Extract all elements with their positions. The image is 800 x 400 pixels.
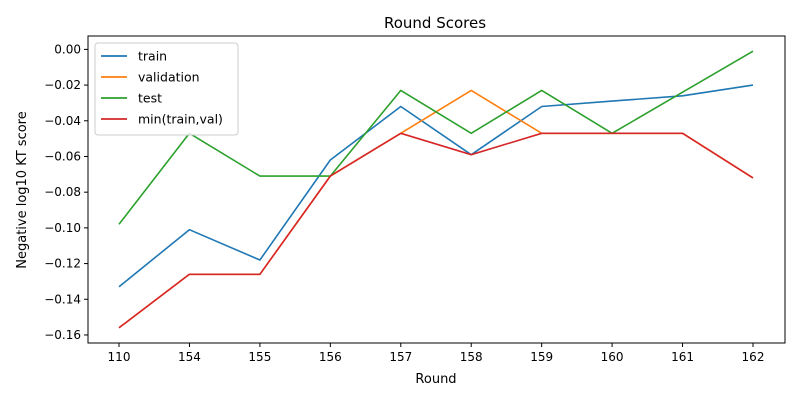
y-tick-label: −0.10 [44,221,81,235]
y-tick-label: −0.14 [44,292,81,306]
x-tick-label: 160 [601,350,624,364]
x-tick-label: 159 [530,350,553,364]
x-tick-label: 154 [178,350,201,364]
legend-label: min(train,val) [138,112,223,127]
y-tick-label: −0.02 [44,78,81,92]
y-tick-label: −0.04 [44,114,81,128]
y-tick-label: −0.12 [44,257,81,271]
series-line-1 [118,84,754,288]
x-tick-label: 155 [248,350,271,364]
x-tick-label: 156 [319,350,342,364]
x-tick-label: 110 [108,350,131,364]
x-tick-label: 161 [671,350,694,364]
legend: train validation test min(train,val) [94,42,239,136]
y-tick-label: −0.16 [44,328,81,342]
axes-frame [87,35,786,344]
x-tick-label: 162 [742,350,765,364]
legend-label: train [138,49,167,64]
x-tick-label: 158 [460,350,483,364]
legend-label: test [138,91,162,106]
x-axis: 110 154 155 156 157 158 159 160 161 162 [108,343,765,364]
y-tick-label: −0.08 [44,185,81,199]
x-tick-label: 157 [389,350,412,364]
y-axis-label: Negative log10 KT score [15,111,30,269]
y-axis: −0.16 −0.14 −0.12 −0.10 −0.08 −0.06 −0.04 −0.02… [44,42,88,342]
plot-area [118,50,754,329]
y-tick-label: −0.06 [44,149,81,163]
series-line-4 [118,132,754,329]
legend-label: validation [138,70,200,85]
series-line-3 [118,50,754,225]
x-axis-label: Round [415,372,456,387]
chart-title: Round Scores [384,14,486,32]
y-tick-label: 0.00 [54,42,81,56]
legend-box [94,42,239,136]
